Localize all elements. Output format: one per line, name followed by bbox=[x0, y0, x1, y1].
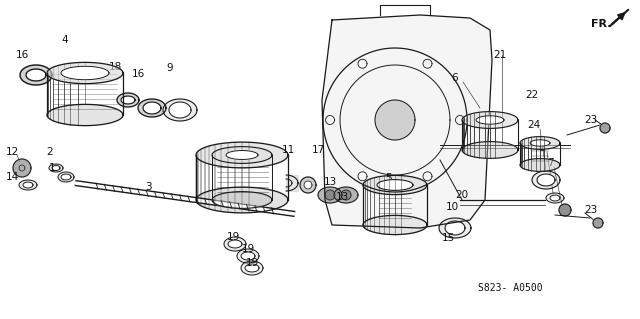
Text: 14: 14 bbox=[5, 172, 19, 182]
Polygon shape bbox=[530, 140, 550, 146]
Text: 15: 15 bbox=[442, 233, 454, 243]
Polygon shape bbox=[341, 190, 351, 200]
Text: 24: 24 bbox=[527, 120, 541, 130]
Text: 7: 7 bbox=[547, 158, 554, 168]
Text: 19: 19 bbox=[245, 258, 259, 268]
Text: 16: 16 bbox=[131, 69, 145, 79]
Text: 19: 19 bbox=[227, 232, 239, 242]
Polygon shape bbox=[304, 181, 312, 189]
Text: 3: 3 bbox=[145, 182, 151, 192]
Text: 20: 20 bbox=[456, 190, 468, 200]
Text: 5: 5 bbox=[385, 173, 391, 183]
Polygon shape bbox=[593, 218, 603, 228]
Text: 12: 12 bbox=[5, 147, 19, 157]
Polygon shape bbox=[325, 190, 335, 200]
Text: 19: 19 bbox=[241, 244, 255, 254]
Text: 6: 6 bbox=[452, 73, 458, 83]
Polygon shape bbox=[550, 195, 560, 201]
Polygon shape bbox=[559, 204, 571, 216]
Polygon shape bbox=[20, 65, 52, 85]
Polygon shape bbox=[117, 93, 139, 107]
Polygon shape bbox=[318, 187, 342, 203]
Polygon shape bbox=[212, 147, 272, 163]
Polygon shape bbox=[138, 99, 166, 117]
Polygon shape bbox=[47, 62, 123, 84]
Text: 17: 17 bbox=[312, 145, 324, 155]
Polygon shape bbox=[228, 240, 242, 248]
Polygon shape bbox=[52, 166, 60, 170]
Polygon shape bbox=[121, 96, 135, 104]
Text: 23: 23 bbox=[584, 115, 598, 125]
Polygon shape bbox=[26, 69, 46, 81]
Polygon shape bbox=[19, 165, 25, 171]
Polygon shape bbox=[600, 123, 610, 133]
Polygon shape bbox=[322, 15, 492, 228]
Text: S823- A0500: S823- A0500 bbox=[477, 283, 542, 293]
Polygon shape bbox=[163, 99, 197, 121]
Polygon shape bbox=[377, 180, 413, 190]
Polygon shape bbox=[237, 249, 259, 263]
Text: 10: 10 bbox=[445, 202, 459, 212]
Polygon shape bbox=[196, 142, 288, 168]
Polygon shape bbox=[537, 174, 555, 186]
Polygon shape bbox=[520, 159, 560, 171]
Polygon shape bbox=[241, 261, 263, 275]
Polygon shape bbox=[212, 192, 272, 208]
Text: 13: 13 bbox=[323, 177, 337, 187]
Polygon shape bbox=[224, 237, 246, 251]
Text: 11: 11 bbox=[282, 145, 294, 155]
Text: 13: 13 bbox=[335, 192, 349, 202]
Polygon shape bbox=[196, 187, 288, 213]
Text: 18: 18 bbox=[108, 62, 122, 72]
Polygon shape bbox=[334, 187, 358, 203]
Polygon shape bbox=[61, 66, 109, 80]
Text: 2: 2 bbox=[47, 147, 53, 157]
Polygon shape bbox=[49, 164, 63, 172]
Text: 9: 9 bbox=[166, 63, 173, 73]
Polygon shape bbox=[439, 218, 471, 238]
Polygon shape bbox=[226, 151, 258, 160]
Polygon shape bbox=[169, 102, 191, 118]
Polygon shape bbox=[245, 264, 259, 272]
Polygon shape bbox=[19, 180, 37, 190]
Text: FR.: FR. bbox=[591, 19, 611, 29]
Text: 1: 1 bbox=[49, 163, 55, 173]
Text: 23: 23 bbox=[584, 205, 598, 215]
Polygon shape bbox=[363, 215, 427, 234]
Polygon shape bbox=[462, 142, 518, 159]
Polygon shape bbox=[61, 174, 71, 180]
Polygon shape bbox=[532, 171, 560, 189]
Text: 8: 8 bbox=[539, 143, 545, 153]
Polygon shape bbox=[241, 252, 255, 260]
Polygon shape bbox=[13, 159, 31, 177]
Polygon shape bbox=[462, 112, 518, 129]
Polygon shape bbox=[143, 102, 161, 114]
Text: 22: 22 bbox=[525, 90, 539, 100]
Polygon shape bbox=[520, 137, 560, 149]
Polygon shape bbox=[58, 172, 74, 182]
Polygon shape bbox=[363, 175, 427, 195]
Polygon shape bbox=[476, 116, 504, 124]
Polygon shape bbox=[23, 182, 33, 188]
Polygon shape bbox=[300, 177, 316, 193]
Text: 4: 4 bbox=[61, 35, 68, 45]
Polygon shape bbox=[47, 104, 123, 126]
Polygon shape bbox=[169, 102, 191, 118]
Polygon shape bbox=[445, 221, 465, 235]
Text: 21: 21 bbox=[493, 50, 507, 60]
Polygon shape bbox=[375, 100, 415, 140]
Text: 16: 16 bbox=[15, 50, 29, 60]
Polygon shape bbox=[546, 193, 564, 203]
